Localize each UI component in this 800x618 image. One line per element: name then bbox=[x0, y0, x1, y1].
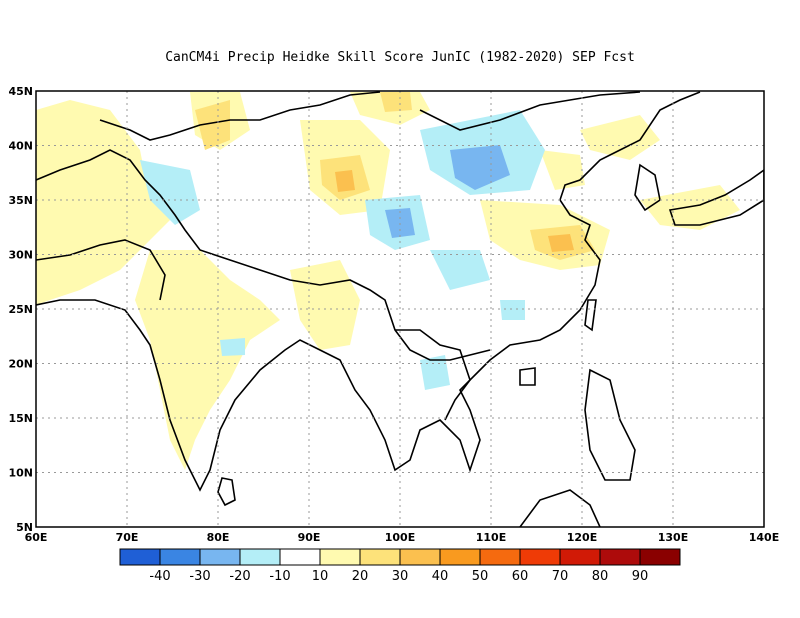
y-tick-label: 15N bbox=[8, 412, 33, 425]
x-tick-label: 130E bbox=[658, 531, 688, 544]
colorbar-label: -20 bbox=[229, 569, 250, 584]
x-tick-label: 110E bbox=[476, 531, 506, 544]
y-axis: 5N 10N 15N 20N 25N 30N 35N 40N 45N bbox=[8, 85, 33, 534]
x-axis: 60E 70E 80E 90E 100E 110E 120E 130E 140E bbox=[25, 531, 780, 544]
colorbar-label: 90 bbox=[632, 569, 649, 584]
colorbar-swatch bbox=[359, 548, 401, 566]
y-tick-label: 5N bbox=[16, 521, 33, 534]
y-tick-label: 10N bbox=[8, 467, 33, 480]
colorbar-swatch bbox=[119, 548, 161, 566]
colorbar-label: 30 bbox=[392, 569, 409, 584]
y-tick-label: 40N bbox=[8, 140, 33, 153]
coastline bbox=[217, 477, 236, 507]
colorbar-swatch bbox=[199, 548, 241, 566]
border-line bbox=[99, 91, 381, 141]
colorbar-label: 10 bbox=[312, 569, 329, 584]
colorbar-swatch bbox=[479, 548, 521, 566]
coastline bbox=[668, 169, 764, 226]
coastline bbox=[519, 489, 601, 527]
coastlines bbox=[36, 91, 764, 527]
shade-patch bbox=[640, 185, 740, 230]
colorbar-swatch bbox=[239, 548, 281, 566]
border-line bbox=[36, 149, 491, 361]
shade-patch bbox=[540, 150, 585, 190]
shade-patch bbox=[580, 115, 660, 160]
colorbar: -40 -30 -20 -10 10 20 30 40 50 60 70 80 90 bbox=[119, 548, 681, 584]
x-tick-label: 70E bbox=[116, 531, 139, 544]
colorbar-label: 50 bbox=[472, 569, 489, 584]
colorbar-label: 60 bbox=[512, 569, 529, 584]
colorbar-label: -40 bbox=[149, 569, 170, 584]
colorbar-swatch bbox=[439, 548, 481, 566]
colorbar-label: 80 bbox=[592, 569, 609, 584]
x-tick-label: 60E bbox=[25, 531, 48, 544]
shade-patch bbox=[290, 260, 360, 350]
border-line bbox=[419, 91, 641, 131]
shade-patch bbox=[36, 100, 175, 305]
colorbar-swatch bbox=[519, 548, 561, 566]
colorbar-label: -10 bbox=[269, 569, 290, 584]
y-tick-label: 20N bbox=[8, 358, 33, 371]
x-tick-label: 120E bbox=[567, 531, 597, 544]
colorbar-label: 70 bbox=[552, 569, 569, 584]
colorbar-label: 20 bbox=[352, 569, 369, 584]
coastline bbox=[519, 367, 536, 386]
y-tick-label: 25N bbox=[8, 303, 33, 316]
shade-patch bbox=[195, 100, 230, 150]
colorbar-swatch bbox=[399, 548, 441, 566]
coastline bbox=[584, 299, 597, 332]
x-tick-label: 100E bbox=[385, 531, 415, 544]
map-frame bbox=[35, 90, 765, 528]
coastline bbox=[584, 368, 636, 481]
coastline bbox=[36, 91, 701, 492]
colorbar-swatch bbox=[599, 548, 641, 566]
shade-patch bbox=[335, 170, 355, 192]
gridlines bbox=[36, 91, 764, 527]
colorbar-label: 40 bbox=[432, 569, 449, 584]
x-tick-label: 80E bbox=[207, 531, 230, 544]
colorbar-swatch bbox=[639, 548, 681, 566]
colorbar-swatch bbox=[159, 548, 201, 566]
map-title: CanCM4i Precip Heidke Skill Score JunIC … bbox=[165, 50, 635, 65]
colorbar-swatch bbox=[319, 548, 361, 566]
border-line bbox=[395, 329, 471, 421]
border-line bbox=[36, 239, 166, 301]
shade-patch bbox=[500, 300, 525, 320]
x-tick-label: 140E bbox=[749, 531, 779, 544]
shade-patch bbox=[548, 234, 574, 252]
shade-patch bbox=[450, 145, 510, 190]
colorbar-swatch bbox=[279, 548, 321, 566]
y-tick-label: 45N bbox=[8, 85, 33, 98]
colorbar-swatch bbox=[559, 548, 601, 566]
x-tick-label: 90E bbox=[298, 531, 321, 544]
y-tick-label: 30N bbox=[8, 249, 33, 262]
coastline bbox=[634, 163, 661, 212]
skill-score-shading bbox=[36, 92, 740, 470]
y-tick-label: 35N bbox=[8, 194, 33, 207]
shade-patch bbox=[430, 250, 490, 290]
shade-patch bbox=[135, 250, 280, 470]
shade-patch bbox=[220, 338, 245, 356]
shade-patch bbox=[140, 160, 200, 225]
shade-patch bbox=[380, 92, 412, 112]
colorbar-label: -30 bbox=[189, 569, 210, 584]
